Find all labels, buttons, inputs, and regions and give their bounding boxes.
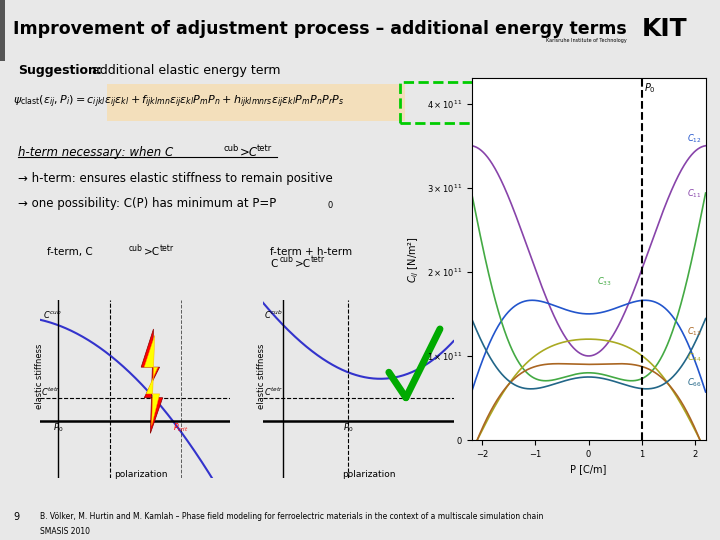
Text: polarization: polarization — [342, 470, 395, 478]
Y-axis label: $C_{ij}$ [N/m²]: $C_{ij}$ [N/m²] — [407, 236, 421, 282]
Text: $\psi_{\mathrm{clast}}(\varepsilon_{ij}, P_i) = c_{ijkl}\varepsilon_{ij}\varepsi: $\psi_{\mathrm{clast}}(\varepsilon_{ij},… — [13, 93, 344, 110]
Text: $P_0$: $P_0$ — [53, 422, 63, 434]
Polygon shape — [141, 329, 163, 433]
Text: $P_0$: $P_0$ — [644, 81, 656, 94]
Text: f-term, C: f-term, C — [47, 247, 93, 257]
Polygon shape — [144, 335, 160, 426]
Text: >C: >C — [144, 247, 160, 257]
Text: Karlsruhe Institute of Technology: Karlsruhe Institute of Technology — [546, 38, 626, 43]
Text: polarization: polarization — [114, 470, 168, 478]
Text: cub: cub — [280, 255, 294, 265]
Text: $P_0$: $P_0$ — [343, 422, 353, 434]
Text: SMASIS 2010: SMASIS 2010 — [40, 528, 89, 536]
Text: tetr: tetr — [256, 144, 271, 153]
Bar — [400, 82, 666, 123]
Text: Improvement of adjustment process – additional energy terms: Improvement of adjustment process – addi… — [13, 21, 626, 38]
Text: elastic stiffness: elastic stiffness — [35, 343, 44, 409]
Text: $C^{tetr}$: $C^{tetr}$ — [41, 386, 60, 399]
X-axis label: P [C/m]: P [C/m] — [570, 464, 607, 474]
Bar — [107, 84, 405, 121]
Text: KIT: KIT — [642, 17, 688, 42]
Text: cub: cub — [128, 244, 142, 253]
Text: $C^{cub}$: $C^{cub}$ — [42, 308, 62, 321]
Text: $P_{crit}$: $P_{crit}$ — [174, 422, 189, 434]
Text: additional elastic energy term: additional elastic energy term — [88, 64, 280, 77]
Text: B. Völker, M. Hurtin and M. Kamlah – Phase field modeling for ferroelectric mate: B. Völker, M. Hurtin and M. Kamlah – Pha… — [40, 512, 543, 521]
Text: → h-term: ensures elastic stiffness to remain positive: → h-term: ensures elastic stiffness to r… — [18, 172, 333, 185]
Text: h-term necessary: when C: h-term necessary: when C — [18, 146, 174, 159]
Text: $C_{11}$: $C_{11}$ — [687, 187, 702, 200]
Text: → one possibility: C(P) has minimum at P=P: → one possibility: C(P) has minimum at P… — [18, 197, 276, 210]
Bar — [0, 0, 5, 61]
Text: 0: 0 — [328, 200, 333, 210]
Text: $C_{66}$: $C_{66}$ — [687, 376, 702, 389]
Text: tetr: tetr — [160, 244, 174, 253]
Text: $C_{13}$: $C_{13}$ — [687, 326, 702, 339]
Text: 9: 9 — [13, 512, 19, 522]
Text: $C^{tetr}$: $C^{tetr}$ — [264, 386, 284, 399]
Text: $C^{cub}$: $C^{cub}$ — [264, 308, 283, 321]
Text: cub: cub — [223, 144, 238, 153]
Text: >C: >C — [295, 259, 311, 269]
Text: f-term + h-term: f-term + h-term — [270, 247, 352, 257]
Text: >C: >C — [240, 146, 258, 159]
Text: $C_{12}$: $C_{12}$ — [687, 132, 702, 145]
Text: elastic stiffness: elastic stiffness — [257, 343, 266, 409]
Text: Suggestion:: Suggestion: — [18, 64, 102, 77]
Text: tetr: tetr — [311, 255, 325, 265]
Text: $C_{44}$: $C_{44}$ — [687, 351, 702, 363]
Text: C: C — [270, 259, 277, 269]
Text: $C_{33}$: $C_{33}$ — [597, 275, 611, 288]
